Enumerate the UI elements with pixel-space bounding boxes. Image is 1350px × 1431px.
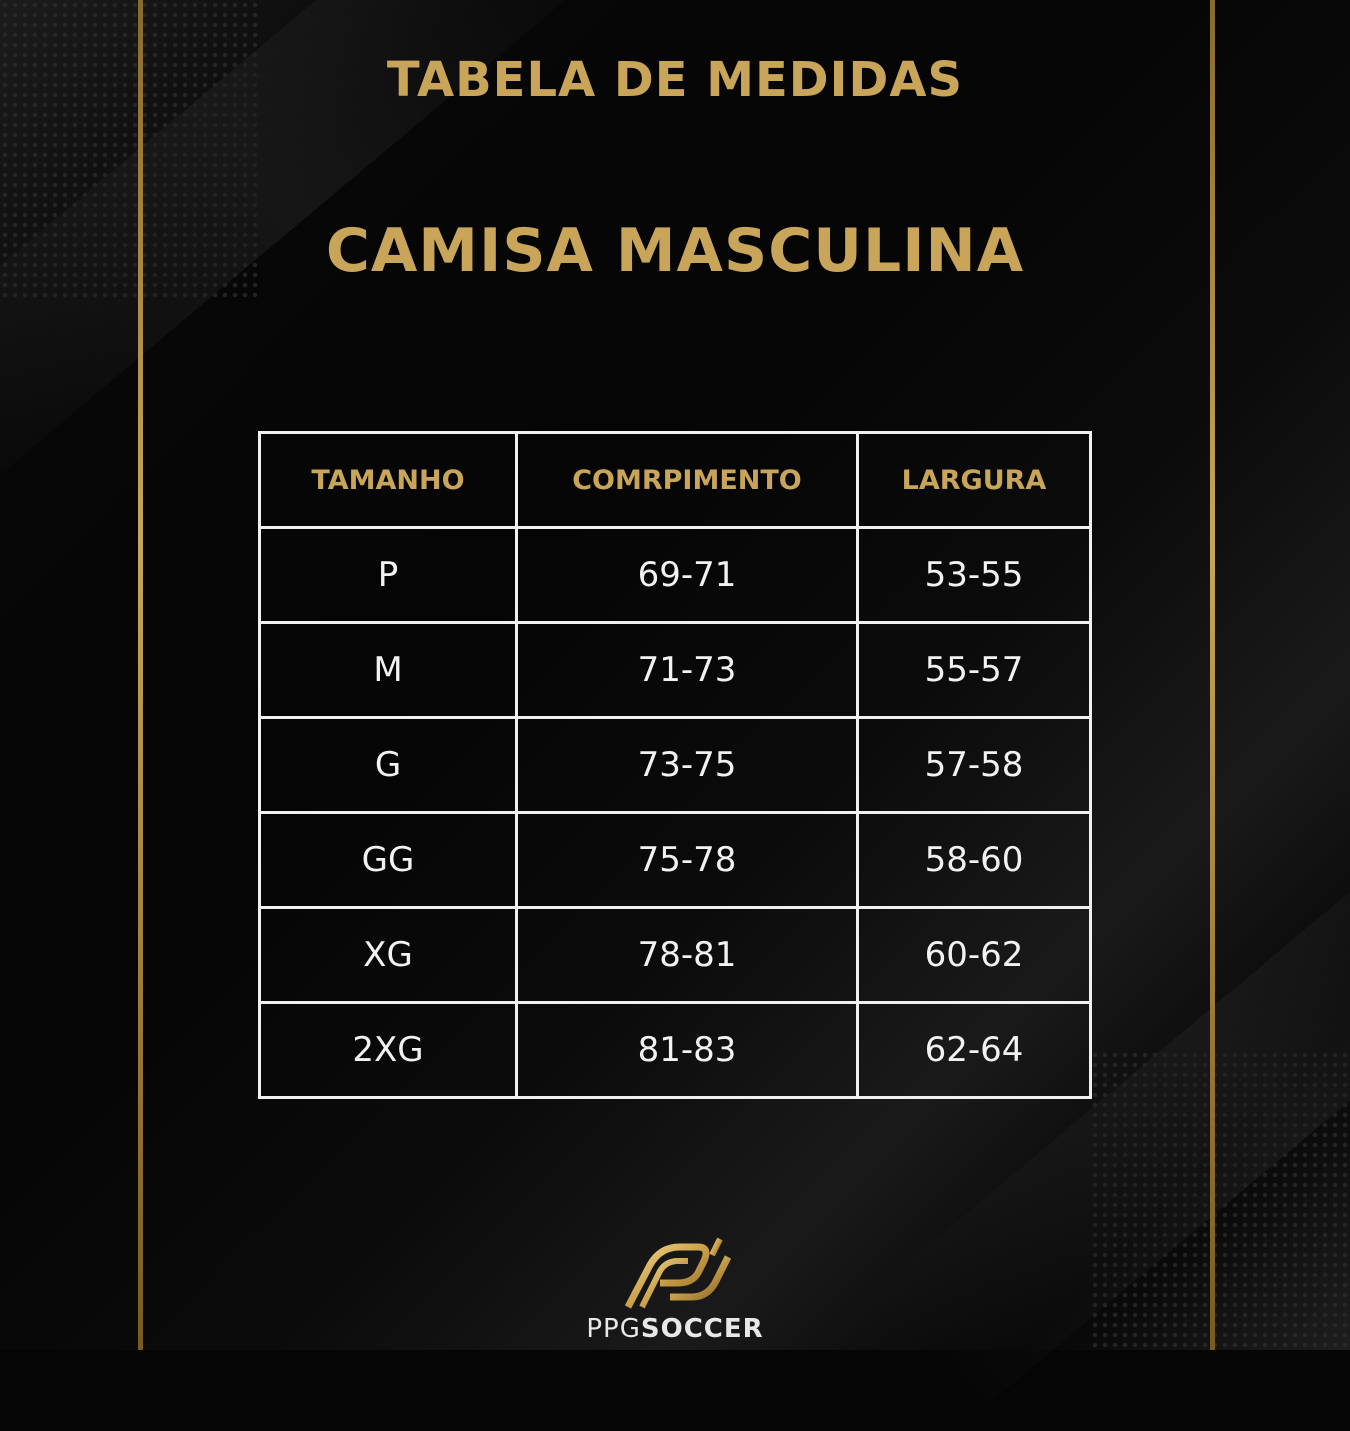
table-row: 2XG 81-83 62-64 bbox=[258, 1001, 1092, 1099]
brand-main: SOCCER bbox=[640, 1314, 764, 1344]
ppg-soccer-logo-icon bbox=[624, 1237, 732, 1309]
cell-length: 78-81 bbox=[515, 906, 859, 1004]
brand-name: PPGSOCCER bbox=[0, 1314, 1350, 1344]
cell-length: 75-78 bbox=[515, 811, 859, 909]
cell-length: 71-73 bbox=[515, 621, 859, 719]
cell-size: G bbox=[258, 716, 518, 814]
cell-width: 60-62 bbox=[856, 906, 1092, 1004]
table-header-row: TAMANHO COMRPIMENTO LARGURA bbox=[258, 431, 1092, 529]
cell-width: 57-58 bbox=[856, 716, 1092, 814]
page-title: TABELA DE MEDIDAS bbox=[386, 52, 964, 108]
page-subtitle: CAMISA MASCULINA bbox=[325, 216, 1025, 286]
cell-size: P bbox=[258, 526, 518, 624]
cell-width: 62-64 bbox=[856, 1001, 1092, 1099]
size-table: TAMANHO COMRPIMENTO LARGURA P 69-71 53-55 … bbox=[258, 431, 1092, 1099]
table-row: M 71-73 55-57 bbox=[258, 621, 1092, 719]
cell-width: 53-55 bbox=[856, 526, 1092, 624]
cell-width: 58-60 bbox=[856, 811, 1092, 909]
cell-size: 2XG bbox=[258, 1001, 518, 1099]
cell-length: 81-83 bbox=[515, 1001, 859, 1099]
header-width: LARGURA bbox=[856, 431, 1092, 529]
table-row: G 73-75 57-58 bbox=[258, 716, 1092, 814]
cell-size: M bbox=[258, 621, 518, 719]
brand-prefix: PPG bbox=[586, 1314, 641, 1344]
cell-size: XG bbox=[258, 906, 518, 1004]
cell-length: 73-75 bbox=[515, 716, 859, 814]
gold-frame-line-right bbox=[1210, 0, 1215, 1350]
cell-length: 69-71 bbox=[515, 526, 859, 624]
table-row: P 69-71 53-55 bbox=[258, 526, 1092, 624]
cell-width: 55-57 bbox=[856, 621, 1092, 719]
cell-size: GG bbox=[258, 811, 518, 909]
gold-frame-line-left bbox=[138, 0, 143, 1350]
header-length: COMRPIMENTO bbox=[515, 431, 859, 529]
table-row: XG 78-81 60-62 bbox=[258, 906, 1092, 1004]
table-row: GG 75-78 58-60 bbox=[258, 811, 1092, 909]
header-size: TAMANHO bbox=[258, 431, 518, 529]
